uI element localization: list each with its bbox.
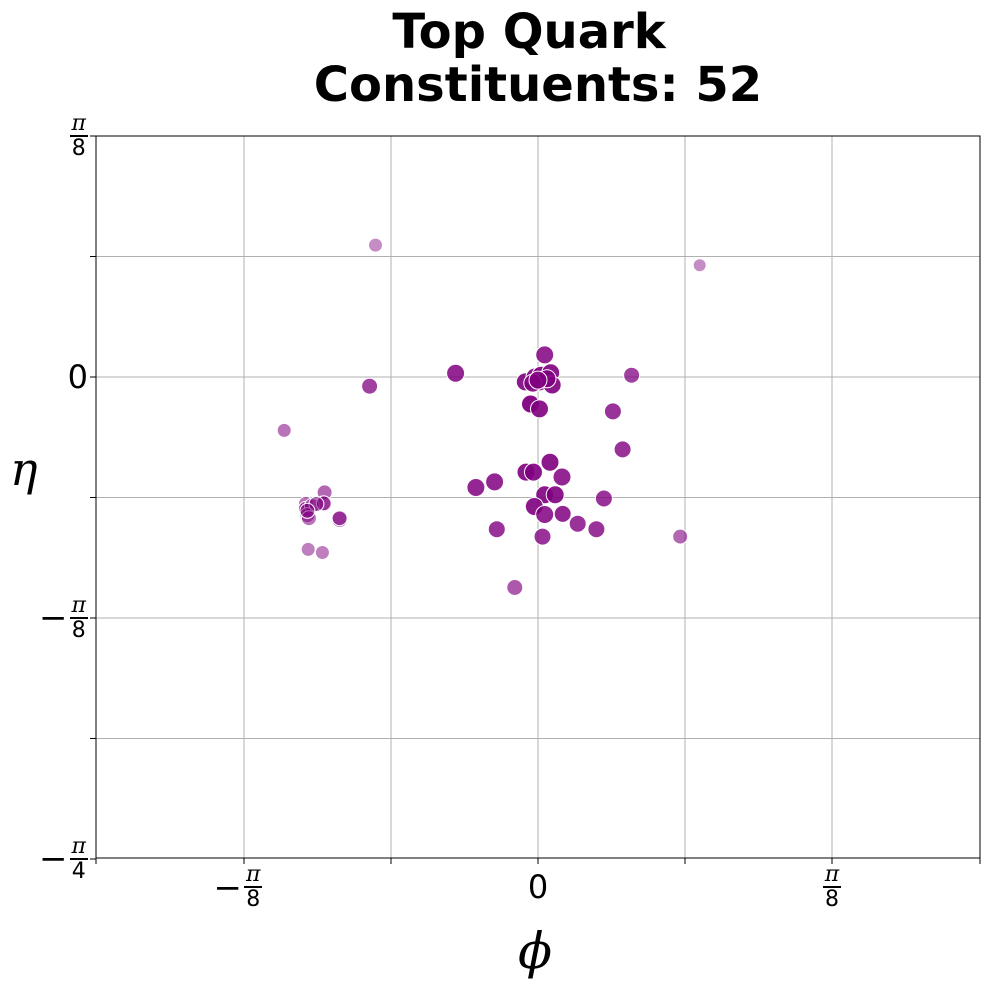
data-point [552, 467, 572, 487]
data-point [314, 545, 330, 560]
data-point [361, 377, 379, 395]
data-point [487, 520, 506, 539]
chart-title-line2: Constituents: 52 [313, 57, 763, 113]
data-point [692, 258, 707, 273]
data-point [368, 237, 383, 253]
x-axis-label: ϕ [518, 922, 553, 980]
data-point [594, 489, 613, 508]
x-tick-label: − π 8 [213, 862, 263, 912]
grid-lines [96, 136, 980, 858]
data-points [276, 237, 707, 596]
data-point [299, 502, 316, 519]
data-point [623, 366, 641, 384]
data-point [540, 452, 560, 472]
data-point [672, 528, 689, 545]
data-point [533, 527, 552, 546]
data-point [545, 485, 565, 505]
y-tick-label: − π 8 [39, 592, 88, 643]
y-axis-label: η [10, 442, 38, 496]
data-point [446, 363, 466, 383]
data-point [568, 514, 587, 533]
data-point [506, 579, 524, 596]
data-point [485, 472, 505, 492]
x-tick-label: 0 [527, 868, 549, 906]
data-point [300, 541, 316, 557]
data-point [535, 345, 555, 365]
data-point [603, 402, 622, 421]
data-point [524, 462, 543, 482]
y-tick-label: − π 4 [39, 833, 88, 884]
data-point [466, 478, 486, 497]
data-point [587, 520, 606, 539]
chart-title-line1: Top Quark [392, 4, 666, 60]
data-point [535, 505, 555, 524]
y-tick-label: 0 [67, 358, 88, 396]
data-point [331, 510, 348, 527]
data-point [528, 370, 548, 390]
tick-marks [90, 135, 981, 864]
data-point [613, 440, 632, 459]
data-point [530, 399, 549, 419]
data-point [553, 504, 572, 523]
data-point [276, 422, 292, 438]
